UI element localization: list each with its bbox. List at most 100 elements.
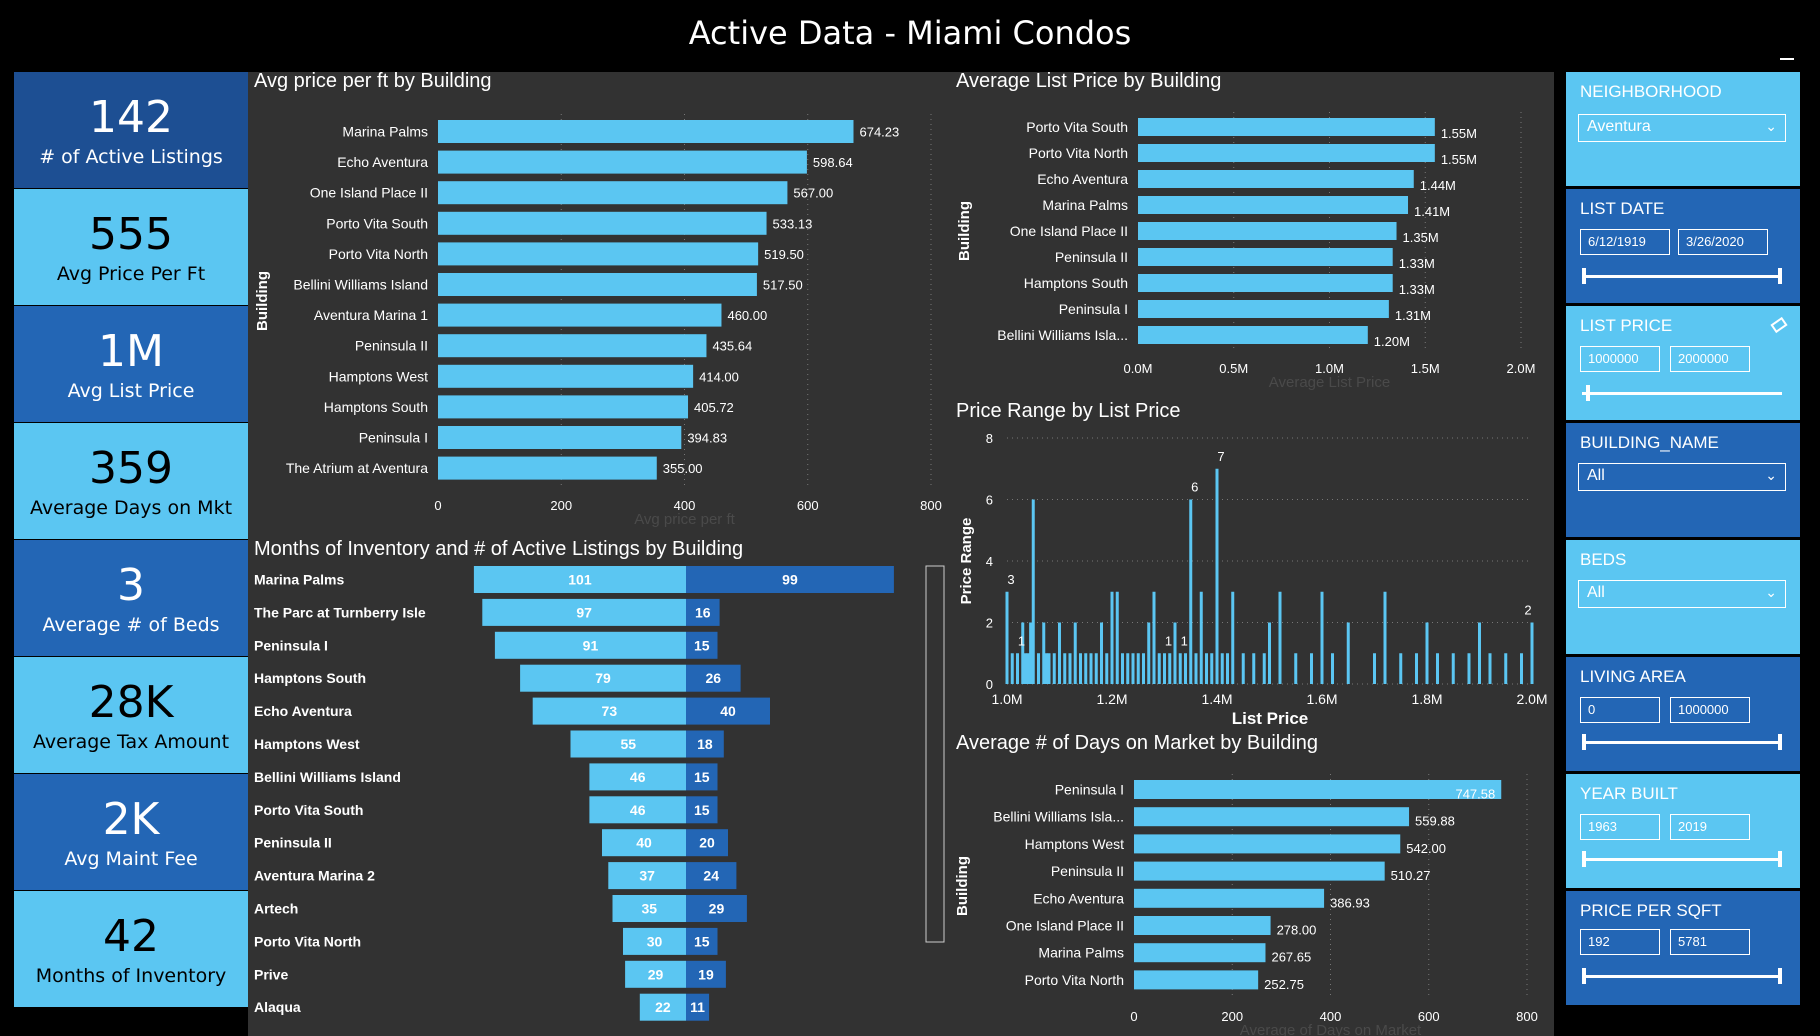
data-label: 1.33M (1399, 256, 1435, 271)
data-label: 1 (1018, 633, 1025, 648)
bar (1415, 653, 1418, 684)
chart-title-avg-list-price: Average List Price by Building (956, 70, 1222, 92)
category-label: Peninsula II (1051, 863, 1124, 879)
bar (438, 273, 757, 296)
slicer-label: LIVING AREA (1580, 667, 1686, 686)
x-tick-label: 2.0M (1507, 361, 1536, 376)
y-tick-label: 2 (986, 616, 993, 631)
bar (438, 303, 722, 327)
list-price-slider[interactable] (1582, 385, 1782, 401)
data-label: 6 (1191, 480, 1198, 495)
year-built-from-input[interactable]: 1963 (1580, 814, 1660, 840)
category-label: Peninsula I (1059, 301, 1128, 317)
slider-handle[interactable] (1582, 851, 1586, 867)
y-tick-label: 4 (986, 554, 993, 569)
bar (1138, 144, 1435, 162)
category-label: Peninsula I (359, 430, 428, 446)
slider-handle[interactable] (1582, 734, 1586, 750)
data-label: 46 (630, 769, 646, 785)
list-date-from-input[interactable]: 6/12/1919 (1580, 229, 1670, 255)
building-name-dropdown[interactable]: All ⌄ (1578, 463, 1786, 491)
window-minimize-mark[interactable] (1780, 58, 1794, 60)
y-tick-label: 6 (986, 493, 993, 508)
bar (1131, 653, 1135, 684)
bar (438, 181, 788, 205)
chevron-down-icon: ⌄ (1765, 584, 1777, 600)
bar-months-inventory (612, 895, 686, 922)
category-label: Porto Vita South (254, 802, 363, 818)
year-built-to-input[interactable]: 2019 (1670, 814, 1750, 840)
bar (1331, 653, 1334, 684)
bar-active-listings (686, 862, 737, 890)
bar (438, 242, 759, 266)
data-label: 20 (699, 835, 715, 851)
kpi-value: 42 (103, 911, 159, 962)
kpi-label: Months of Inventory (35, 965, 227, 987)
bar-months-inventory (570, 730, 686, 758)
price-per-sqft-from-input[interactable]: 192 (1580, 929, 1660, 955)
y-axis-label: Building (956, 201, 973, 261)
bar (1058, 622, 1061, 684)
category-label: Hamptons West (254, 736, 360, 752)
slider-handle[interactable] (1778, 968, 1782, 984)
dropdown-value: All (1587, 584, 1605, 601)
bar-active-listings (686, 697, 770, 725)
bar-active-listings (686, 927, 718, 955)
category-label: Porto Vita North (329, 246, 428, 262)
beds-dropdown[interactable]: All ⌄ (1578, 580, 1786, 608)
bar (1184, 653, 1187, 684)
bar (438, 364, 694, 388)
list-date-slider[interactable] (1582, 268, 1782, 284)
living-area-to-input[interactable]: 1000000 (1670, 697, 1750, 723)
data-label: 37 (639, 868, 655, 884)
bar-months-inventory (623, 927, 686, 955)
bar (1016, 653, 1019, 684)
living-area-slider[interactable] (1582, 734, 1782, 750)
kpi-label: Average Days on Mkt (29, 497, 233, 519)
bar (1373, 653, 1376, 684)
slicer-label: YEAR BUILT (1580, 784, 1678, 803)
y-axis-label: Price Range (958, 518, 975, 605)
slider-handle[interactable] (1778, 734, 1782, 750)
category-label: Echo Aventura (1033, 890, 1124, 906)
kpi-label: Avg Price Per Ft (56, 263, 206, 285)
price-per-sqft-to-input[interactable]: 5781 (1670, 929, 1750, 955)
bar (1451, 653, 1455, 684)
category-label: Porto Vita South (1026, 119, 1128, 135)
slicer-list-date: LIST DATE 6/12/1919 3/26/2020 (1566, 189, 1800, 303)
bar (1138, 326, 1368, 344)
bar (1079, 653, 1082, 684)
x-tick-label: 400 (674, 498, 696, 513)
chart-avg-list-price: 0.0M 0.5M 1.0M 1.5M 2.0M Porto Vita South 1.55… (956, 112, 1536, 391)
year-built-slider[interactable] (1582, 851, 1782, 867)
slider-handle[interactable] (1778, 851, 1782, 867)
price-per-sqft-slider[interactable] (1582, 968, 1782, 984)
slicer-list-price: LIST PRICE 1000000 2000000 (1566, 306, 1800, 420)
data-label: 29 (648, 966, 664, 982)
slider-handle[interactable] (1778, 268, 1782, 284)
list-price-to-input[interactable]: 2000000 (1670, 346, 1750, 372)
neighborhood-dropdown[interactable]: Aventura ⌄ (1578, 114, 1786, 142)
bar (1138, 222, 1397, 240)
bar (1425, 622, 1429, 684)
bar (1138, 274, 1393, 292)
data-label: 55 (620, 736, 636, 752)
slider-handle[interactable] (1582, 268, 1586, 284)
eraser-icon[interactable] (1770, 316, 1788, 334)
list-price-from-input[interactable]: 1000000 (1580, 346, 1660, 372)
slider-handle[interactable] (1582, 968, 1586, 984)
list-date-to-input[interactable]: 3/26/2020 (1678, 229, 1768, 255)
x-tick-label: 1.2M (1096, 691, 1127, 707)
bar (1100, 622, 1103, 684)
data-label: 29 (709, 901, 725, 917)
bar (1052, 653, 1056, 684)
data-label: 1.31M (1395, 308, 1431, 323)
chart-title-price-range: Price Range by List Price (956, 400, 1181, 422)
bar-months-inventory (589, 796, 686, 824)
bar (1467, 653, 1471, 684)
data-label: 278.00 (1277, 923, 1317, 938)
kpi-avg-days-on-market: 359 Average Days on Mkt (14, 423, 248, 539)
slider-handle[interactable] (1586, 385, 1590, 401)
living-area-from-input[interactable]: 0 (1580, 697, 1660, 723)
data-label: 559.88 (1415, 814, 1455, 829)
